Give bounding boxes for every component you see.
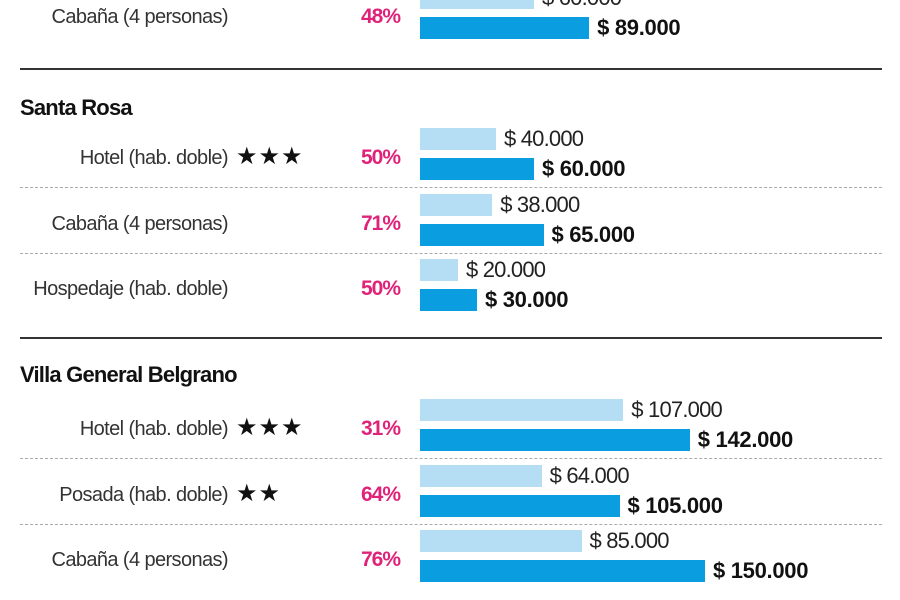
percent-increase: 76% (360, 548, 401, 571)
bar-before (420, 128, 496, 150)
bar-after (420, 494, 620, 517)
bar-before (420, 0, 534, 9)
row-label: Posada (hab. doble) (59, 483, 228, 506)
section-divider (20, 68, 882, 70)
value-after: $ 89.000 (597, 15, 681, 40)
bar-before (420, 259, 458, 281)
bar-after (420, 158, 534, 180)
percent-increase: 50% (360, 277, 401, 300)
value-after: $ 150.000 (713, 558, 809, 583)
percent-increase: 31% (360, 417, 401, 440)
section-divider (20, 337, 882, 339)
row-label: Cabaña (4 personas) (51, 549, 229, 571)
bar-after (420, 223, 544, 246)
row-label: Hospedaje (hab. doble) (33, 278, 228, 300)
value-before: $ 40.000 (504, 126, 584, 151)
value-after: $ 142.000 (697, 427, 793, 452)
row-label: Hotel (hab. doble) (79, 418, 229, 440)
bar-before (420, 464, 542, 487)
percent-increase: 48% (360, 5, 401, 28)
bar-after (420, 560, 705, 582)
value-before: $ 60.000 (542, 0, 622, 9)
row-label: Hotel (hab. doble) (79, 147, 229, 169)
value-before: $ 38.000 (500, 191, 580, 217)
percent-increase: 50% (360, 146, 401, 169)
percent-increase: 71% (360, 211, 401, 235)
row-divider (20, 252, 882, 254)
section-title: Santa Rosa (20, 95, 133, 120)
bar-before (420, 193, 493, 216)
row-divider (20, 458, 882, 459)
row-label: Cabaña (4 personas) (51, 6, 229, 28)
row-label: Cabaña (4 personas) (51, 212, 229, 235)
star-rating-icon: ★★ (236, 479, 282, 507)
bar-after (420, 429, 690, 451)
value-after: $ 65.000 (551, 221, 636, 247)
star-rating-icon: ★★★ (236, 143, 304, 170)
value-before: $ 64.000 (549, 462, 630, 488)
bar-before (420, 530, 582, 552)
value-after: $ 30.000 (485, 287, 569, 312)
section-title: Villa General Belgrano (20, 362, 238, 387)
value-after: $ 60.000 (542, 156, 626, 181)
percent-increase: 64% (360, 482, 401, 506)
value-before: $ 107.000 (631, 397, 722, 422)
bar-after (420, 289, 477, 311)
bar-before (420, 399, 624, 421)
value-before: $ 20.000 (466, 257, 546, 282)
bar-after (420, 17, 590, 39)
value-after: $ 105.000 (627, 492, 723, 518)
star-rating-icon: ★★★ (236, 414, 304, 441)
row-divider (20, 187, 882, 188)
row-divider (20, 523, 882, 525)
value-before: $ 85.000 (589, 528, 670, 553)
